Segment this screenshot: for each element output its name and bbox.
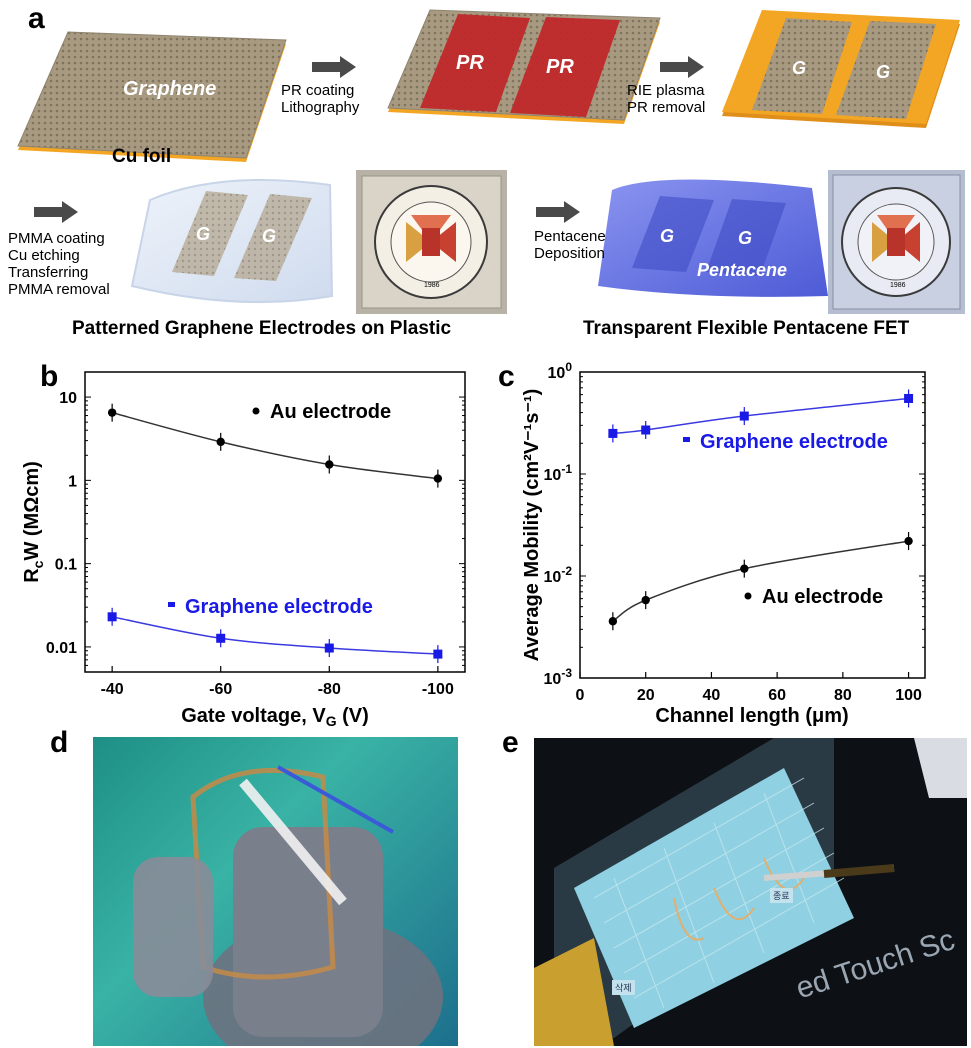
data-point [216,633,226,643]
pentacene-stage [598,179,828,297]
logo-year-1: 1986 [424,282,440,289]
data-point [904,536,913,546]
fit-curve [111,616,438,655]
exit-button: 종료 [770,888,793,903]
plot-frame [579,371,926,679]
data-point [433,649,443,659]
caption-left: Patterned Graphene Electrodes on Plastic [72,318,452,339]
touch-screen-photo: 삭제 종료 ed Touch Sc [534,738,967,1046]
legend-label: Graphene electrode [185,596,373,618]
arrow-icon [34,201,78,223]
x-tick-label: -40 [101,681,124,698]
g-label-pent-1: G [660,226,675,246]
y-tick-label: 100 [548,360,573,382]
caption-right: Transparent Flexible Pentacene FET [583,318,910,339]
graphene-on-plastic-stage [130,179,334,304]
pr-label-2: PR [546,56,574,78]
x-tick-label: 20 [637,687,655,704]
x-tick-label: 100 [895,687,922,704]
arrow-icon [660,56,704,78]
y-tick-label: 10 [59,390,77,407]
panel-c-label: c [498,360,515,393]
x-tick-label: -100 [422,681,454,698]
data-point [608,617,618,626]
logo-year-2: 1986 [890,282,906,289]
data-point [904,393,914,403]
graphene-on-cu-stage [17,31,287,162]
fabrication-process-diagram [17,9,960,304]
data-point [107,612,117,622]
legend-marker [252,407,260,415]
y-tick-label: 10-1 [544,462,573,484]
fit-curve [612,397,909,435]
g-label-cu-2: G [876,62,891,82]
step4-text: Pentacene Deposition [534,228,606,262]
patterned-graphene-on-cu-stage [722,10,960,128]
delete-button: 삭제 [612,980,635,995]
data-point [608,428,618,438]
panel-a-label: a [28,2,45,35]
x-axis-label: Gate voltage, VG (V) [181,705,369,729]
data-point [325,460,334,469]
fit-curve [612,540,909,622]
x-tick-label: 40 [703,687,721,704]
graphene-label: Graphene [123,78,217,100]
panel-d-label: d [50,726,69,759]
g-label-plastic-2: G [262,226,277,246]
data-point [107,408,117,417]
panel-b-label: b [40,360,59,393]
y-axis-label: RcW (MΩcm) [21,461,46,583]
g-label-pent-2: G [738,228,753,248]
y-axis-label: Average Mobility (cm²V⁻¹s⁻¹) [521,389,543,662]
data-point [324,643,334,653]
logo-photo-plastic: 1986 [356,170,507,314]
step1-text: PR coating Lithography [281,82,360,116]
legend-label: Au electrode [270,401,391,423]
flexible-device-photo [93,737,458,1046]
g-label-cu-1: G [792,58,807,78]
legend-label: Graphene electrode [700,431,888,453]
x-tick-label: 0 [576,687,585,704]
pr-label-1: PR [456,52,484,74]
panel-e-label: e [502,726,519,759]
data-point [216,437,225,447]
chart-c-mobility: 0 20 40 60 80 100 10-3 10-2 10-1 100 Graphene elec… [521,360,926,727]
legend-marker [744,592,752,600]
y-tick-label: 1 [68,473,77,490]
data-point [641,425,651,435]
pr-patterned-stage [387,9,661,124]
data-point [739,411,749,421]
g-label-plastic-1: G [196,224,211,244]
y-tick-label: 0.01 [46,640,77,657]
x-tick-label: -80 [318,681,341,698]
legend-marker [168,602,175,607]
step3-text: PMMA coating Cu etching Transferring PMMA … [8,230,110,298]
chart-b-contact-resistance: -40 -60 -80 -100 0.01 0.1 1 10 Au electrode Graph… [21,371,466,729]
x-tick-label: 80 [834,687,852,704]
arrow-icon [312,56,356,78]
plot-frame [84,371,466,673]
x-tick-label: -60 [209,681,232,698]
step2-text: RIE plasma PR removal [627,82,706,116]
data-point [433,474,443,483]
arrow-icon [536,201,580,223]
data-point [740,564,749,573]
cu-foil-label: Cu foil [112,146,172,167]
x-tick-label: 60 [768,687,786,704]
fit-curve [111,411,438,480]
y-tick-label: 10-3 [544,666,573,688]
pentacene-layer-label: Pentacene [697,260,788,280]
y-tick-label: 0.1 [55,557,77,574]
x-axis-label: Channel length (μm) [655,705,848,727]
legend-marker [683,437,690,442]
logo-photo-pentacene: 1986 [828,170,965,314]
y-tick-label: 10-2 [544,564,573,586]
legend-label: Au electrode [762,586,883,608]
data-point [641,595,650,605]
